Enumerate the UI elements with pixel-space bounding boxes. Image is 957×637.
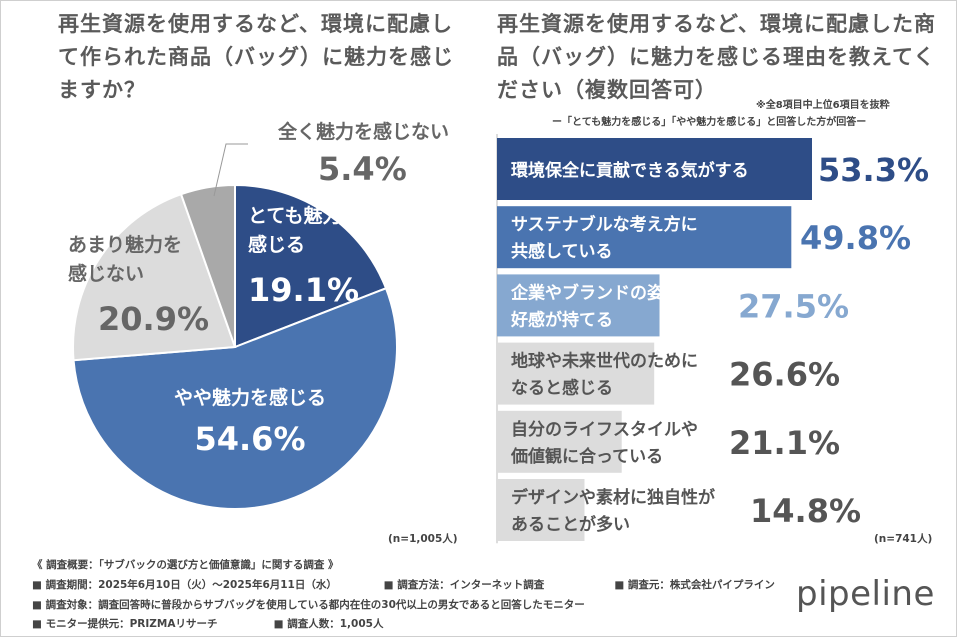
survey-count: ■ 調査人数：1,005人: [273, 618, 384, 630]
pie-chart-title: 再生資源を使用するなど、環境に配慮して作られた商品（バッグ）に魅力を感じますか？: [58, 12, 454, 102]
bar-value-label: 14.8%: [750, 492, 861, 530]
pie-slice-value: 54.6%: [194, 420, 305, 458]
survey-method: ■ 調査方法：インターネット調査: [383, 579, 545, 591]
survey-provider: ■ モニター提供元：PRIZMAリサーチ: [32, 618, 218, 630]
bar-category-label: 企業やブランドの姿勢に: [510, 282, 698, 303]
pie-slice-value: 5.4%: [318, 150, 407, 188]
bar-value-label: 53.3%: [818, 151, 929, 189]
bar-value-label: 27.5%: [738, 287, 849, 325]
bar-value-label: 21.1%: [729, 424, 840, 462]
pie-leader-line: [213, 143, 248, 197]
survey-meta-row: ■ 調査期間：2025年6月10日（火）～2025年6月11日（水） ■ 調査方…: [32, 577, 775, 592]
pie-slice-label: とても魅力を: [248, 204, 360, 227]
pie-slice: [72, 287, 398, 510]
bar-chart-title: 再生資源を使用するなど、環境に配慮した商品（バッグ）に魅力を感じる理由を教えてく…: [497, 12, 936, 102]
bar-category-label: デザインや素材に独自性が: [511, 487, 715, 508]
bar: [497, 342, 655, 405]
pie-slice-label: 感じない: [68, 262, 144, 285]
bar-category-label: サステナブルな考え方に: [511, 214, 698, 235]
survey-summary: 《 調査概要：「サブバックの選び方と価値意識」に関する調査 》: [32, 559, 339, 571]
bar-category-label: 地球や未来世代のために: [511, 351, 698, 372]
pie-slice-label: あまり魅力を: [68, 233, 182, 256]
pipeline-logo: pipeline: [796, 574, 935, 614]
survey-target: ■ 調査対象：調査回答時に普段からサブバッグを使用している都内在住の30代以上の…: [32, 599, 585, 611]
pie-slice: [234, 183, 388, 349]
bar: [497, 274, 660, 337]
survey-meta-row-2: ■ モニター提供元：PRIZMAリサーチ ■ 調査人数：1,005人: [32, 616, 383, 631]
pie-slice: [179, 183, 236, 348]
pie-slice-label: やや魅力を感じる: [174, 386, 326, 409]
pie-slice-label: 感じる: [248, 233, 305, 256]
bar: [497, 410, 622, 473]
pie-slice-label: 全く魅力を感じない: [277, 120, 449, 143]
selection-note: ※全8項目中上位6項目を抜粋: [756, 100, 890, 111]
bar-category-label: あることが多い: [511, 514, 630, 535]
bar: [497, 206, 792, 269]
pie-sample-size: (n=1,005人): [388, 533, 458, 545]
bar-sample-size: (n=741人): [874, 533, 933, 545]
bar-category-label: 自分のライフスタイルや: [511, 419, 698, 440]
respondent-note: ー「とても魅力を感じる」「やや魅力を感じる」と回答した方が回答ー: [552, 117, 867, 128]
survey-source: ■ 調査元：株式会社パイプライン: [614, 579, 775, 591]
bar-category-label: なると感じる: [511, 378, 613, 399]
bar: [497, 479, 585, 541]
pie-slice: [72, 192, 237, 362]
bar-category-label: 共感している: [511, 241, 613, 262]
pie-slice-value: 19.1%: [248, 271, 359, 309]
bar-value-label: 26.6%: [729, 356, 840, 394]
bar-category-label: 環境保全に貢献できる気がする: [511, 160, 749, 181]
survey-period: ■ 調査期間：2025年6月10日（火）～2025年6月11日（水）: [32, 579, 337, 591]
bar: [497, 138, 812, 200]
pie-slice-value: 20.9%: [98, 300, 209, 338]
bar-category-label: 価値観に合っている: [510, 446, 663, 467]
bar-category-label: 好感が持てる: [510, 309, 613, 330]
bar-value-label: 49.8%: [800, 219, 911, 257]
